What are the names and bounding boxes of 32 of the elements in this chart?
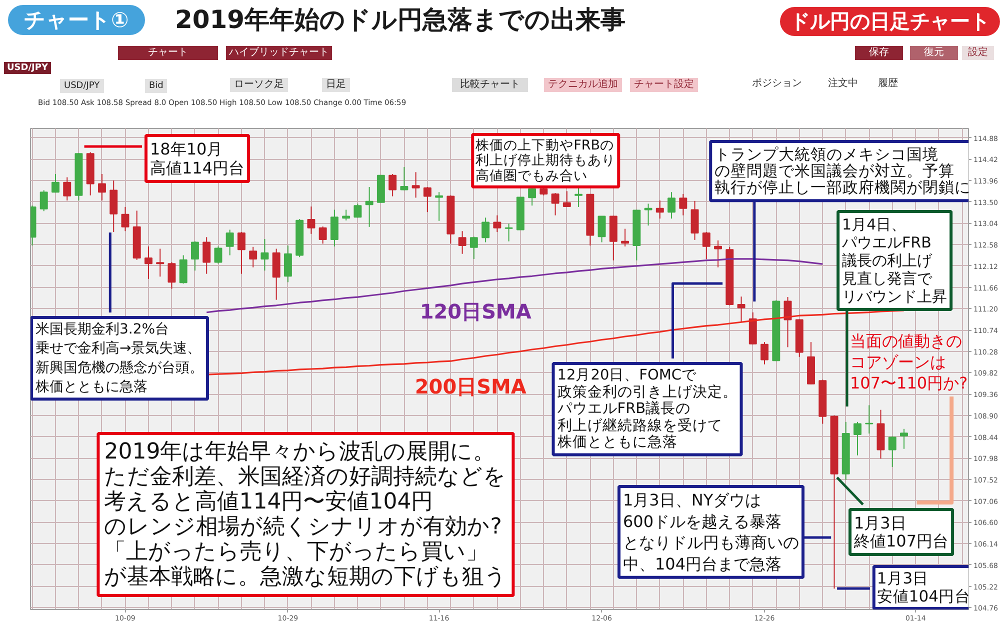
text: チャート①: [8, 5, 145, 36]
chart-title: 2019年年始のドル円急落までの出来事: [175, 5, 626, 35]
annotation: 1月3日、NYダウは600ドルを越える暴落となりドル円も薄商いの中、104円台まで急落: [622, 490, 799, 574]
annotation: 12月20日、FOMCで政策金利の引き上げ決定。パウエルFRB議長の利上げ継続路線を受けて株価とともに急落: [556, 368, 738, 451]
text: ローソク足: [230, 78, 288, 92]
annotation: 当面の値動きのコアゾーンは107〜110円か?: [850, 332, 968, 392]
text: テクニカル追加: [544, 78, 622, 92]
annotation: 1月3日安値104円台: [876, 570, 970, 606]
chart-subtitle: ドル円の日足チャート: [780, 7, 1000, 36]
text: チャート設定: [630, 78, 698, 92]
text: 注文中: [828, 78, 858, 90]
text: 保存: [855, 46, 903, 60]
text: ハイブリッドチャート: [226, 46, 332, 60]
annotation: 株価の上下動やFRBの利上げ停止期待もあり高値圏でもみ合い: [474, 138, 616, 184]
text: 日足: [322, 78, 350, 92]
annotation: 1月3日終値107円台: [853, 514, 949, 551]
text: Bid: [145, 79, 168, 94]
text: 復元: [910, 46, 958, 60]
annotation: 18年10月高値114円台: [150, 140, 245, 178]
text: USD/JPY: [4, 62, 52, 74]
annotation: 米国長期金利3.2%台乗せで金利高→景気失速、新興国危機の懸念が台頭。株価とともに急落: [34, 322, 204, 396]
text: チャート: [118, 46, 218, 60]
annotation: トランプ大統領のメキシコ国境の壁問題で米国議会が対立。予算執行が停止し一部政府機関が閉鎖に: [714, 146, 971, 197]
text: 設定: [962, 46, 994, 60]
text: 比較チャート: [452, 78, 528, 92]
annotation: 2019年は年始早々から波乱の展開に。ただ金利差、米国経済の好調持続などを考えると高値114円〜安値104円のレンジ相場が続くシナリオが有効か?「上がったら売り、下がったら買い」が基本戦略に。急激な短期の下げも狙う: [104, 440, 508, 590]
text: USD/JPY: [60, 79, 104, 94]
text: 履歴: [878, 78, 898, 90]
series-label: 200日SMA: [414, 374, 527, 398]
text: ポジション: [752, 78, 802, 90]
series-label: 120日SMA: [420, 300, 532, 324]
annotation: 1月4日、パウエルFRB議長の利上げ見直し発言でリバウンド上昇: [841, 216, 948, 306]
